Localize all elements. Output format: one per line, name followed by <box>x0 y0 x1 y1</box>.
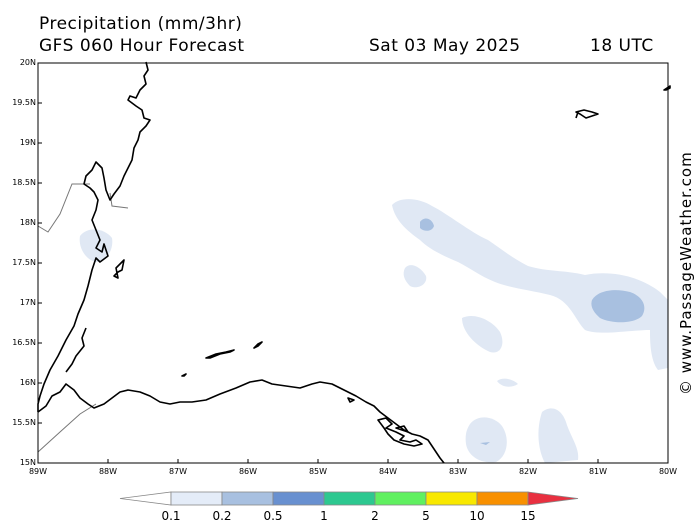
lon-label: 86W <box>238 467 258 476</box>
precip-area-light <box>403 265 427 288</box>
precipitation-layer <box>79 199 668 463</box>
site-credit: © www.PassageWeather.com <box>677 151 695 395</box>
lat-label: 17.5N <box>12 258 36 267</box>
lagoon-north <box>395 425 409 433</box>
lat-label: 19.5N <box>12 98 36 107</box>
forecast-time: 18 UTC <box>590 36 654 56</box>
precip-area-medium <box>591 290 645 323</box>
precip-area-light <box>392 199 668 370</box>
legend-arrow-low <box>119 491 172 506</box>
legend-color-cell <box>476 491 529 506</box>
lat-label: 15.5N <box>12 418 36 427</box>
lon-label: 87W <box>168 467 188 476</box>
legend-label: 2 <box>371 509 379 523</box>
mosquitia-cays <box>347 397 355 403</box>
legend-color-cell <box>374 491 427 506</box>
lat-label: 18.5N <box>12 178 36 187</box>
lon-label: 82W <box>518 467 538 476</box>
legend-arrow-high <box>527 491 579 506</box>
country-borders <box>37 183 129 453</box>
legend-color-cell <box>272 491 325 506</box>
lat-label: 19N <box>19 138 36 147</box>
legend-label: 5 <box>422 509 430 523</box>
cayman-islands <box>575 111 579 119</box>
mosquitia-lagoons <box>377 417 423 447</box>
legend-label: 0.2 <box>212 509 232 523</box>
legend-label: 15 <box>520 509 536 523</box>
map-border <box>37 62 669 464</box>
legend-label: 1 <box>320 509 328 523</box>
small-cay <box>181 373 187 377</box>
precip-area-light <box>497 378 518 387</box>
legend-color-cell <box>323 491 376 506</box>
belize-coast <box>65 327 87 373</box>
legend-color-cells <box>119 491 579 506</box>
precip-area-light <box>465 417 507 463</box>
precip-area-medium <box>480 442 490 445</box>
legend-color-cell <box>425 491 478 506</box>
guanaja-island <box>253 341 263 349</box>
precip-area-light <box>79 229 113 262</box>
precipitation-legend <box>119 491 579 506</box>
lon-label: 83W <box>448 467 468 476</box>
legend-label: 0.5 <box>263 509 283 523</box>
forecast-date: Sat 03 May 2025 <box>369 36 521 56</box>
lat-label: 16.5N <box>12 338 36 347</box>
cuba-tip <box>663 85 671 91</box>
lat-label: 16N <box>19 378 36 387</box>
yucatan-coast <box>37 61 151 412</box>
lon-label: 88W <box>98 467 118 476</box>
cozumel-island <box>113 259 125 279</box>
legend-color-cell <box>170 491 223 506</box>
map-title: Precipitation (mm/3hr) <box>39 14 243 34</box>
lat-label: 15N <box>19 458 36 467</box>
precip-area-light <box>462 315 503 353</box>
legend-label: 0.1 <box>161 509 181 523</box>
lon-label: 89W <box>28 467 48 476</box>
legend-color-cell <box>221 491 274 506</box>
lat-label: 20N <box>19 58 36 67</box>
lon-label: 81W <box>588 467 608 476</box>
lon-label: 84W <box>378 467 398 476</box>
coastlines <box>37 61 671 464</box>
lat-label: 18N <box>19 218 36 227</box>
lat-label: 17N <box>19 298 36 307</box>
cayman-brac <box>575 109 599 119</box>
precip-area-medium <box>420 218 434 231</box>
lon-label: 85W <box>308 467 328 476</box>
precip-area-light <box>538 408 579 463</box>
lon-label: 80W <box>658 467 678 476</box>
bay-islands <box>205 349 235 359</box>
forecast-label: GFS 060 Hour Forecast <box>39 36 245 56</box>
axis-ticks <box>38 62 599 463</box>
honduras-north-coast <box>37 379 445 464</box>
legend-label: 10 <box>469 509 485 523</box>
precipitation-map <box>37 61 671 464</box>
